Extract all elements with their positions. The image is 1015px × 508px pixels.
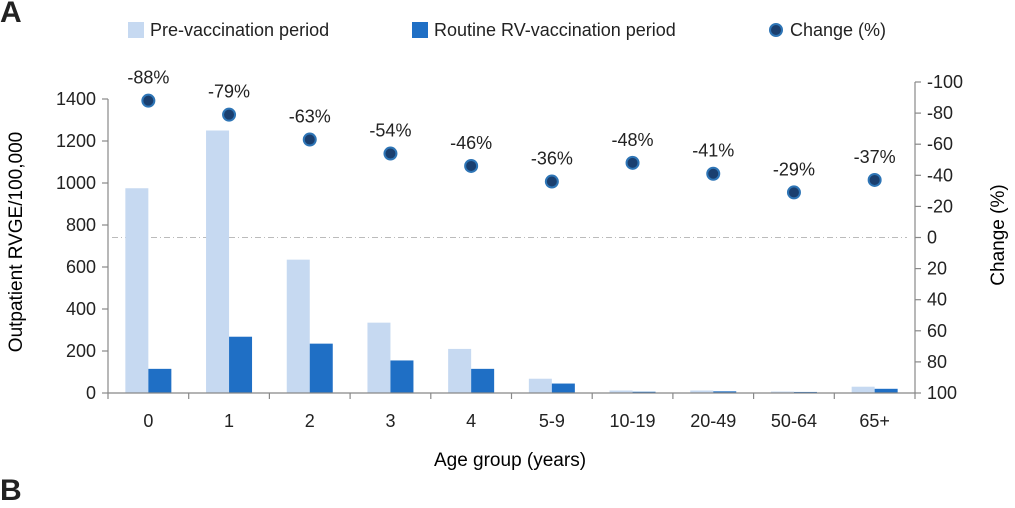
change-dot: [786, 185, 801, 200]
y2-tick-label: 20: [927, 259, 947, 279]
legend-marker-change: [769, 23, 783, 37]
x-tick-label: 20-49: [690, 411, 736, 431]
change-dot: [706, 166, 721, 181]
y2-tick-label: -40: [927, 165, 953, 185]
y2-tick-label: 80: [927, 352, 947, 372]
y-axis-label: Outpatient RVGE/100,000: [6, 132, 27, 352]
change-dot: [222, 107, 237, 122]
y2-tick-label: 40: [927, 290, 947, 310]
axes: 0200400600800100012001400100806040200-20…: [56, 72, 963, 431]
y2-axis-label: Change (%): [988, 184, 1009, 285]
change-dots: -88% -79% -63% -54% -46% -36% -48% -41% -29% -37%: [127, 68, 896, 200]
bar-routine-vaccination: [713, 391, 737, 393]
change-data-label: -29%: [773, 159, 815, 179]
y2-tick-label: -20: [927, 196, 953, 216]
x-tick-label: 4: [466, 411, 476, 431]
change-data-label: -37%: [854, 147, 896, 167]
x-tick-label: 2: [305, 411, 315, 431]
y-tick-label: 0: [86, 383, 96, 403]
y-tick-label: 1400: [56, 89, 96, 109]
chart: Pre-vaccination period Routine RV-vaccina…: [6, 20, 1009, 471]
change-data-label: -46%: [450, 133, 492, 153]
legend-label-routine: Routine RV-vaccination period: [434, 20, 676, 40]
y2-tick-label: 0: [927, 228, 937, 248]
bar-pre-vaccination: [125, 188, 149, 393]
y2-tick-label: 60: [927, 321, 947, 341]
y-tick-label: 400: [66, 299, 96, 319]
bar-routine-vaccination: [229, 336, 253, 393]
change-data-label: -79%: [208, 82, 250, 102]
legend-label-pre: Pre-vaccination period: [150, 20, 329, 40]
x-tick-label: 10-19: [610, 411, 656, 431]
bar-pre-vaccination: [609, 390, 633, 393]
x-tick-label: 50-64: [771, 411, 817, 431]
bar-routine-vaccination: [551, 383, 575, 393]
y-tick-label: 800: [66, 215, 96, 235]
legend-swatch-pre: [128, 22, 144, 38]
panel-label: A: [0, 0, 22, 29]
change-dot: [867, 172, 882, 187]
change-dot: [383, 146, 398, 161]
bar-pre-vaccination: [851, 386, 875, 393]
change-dot: [625, 155, 640, 170]
x-tick-label: 0: [143, 411, 153, 431]
x-tick-label: 3: [385, 411, 395, 431]
bar-routine-vaccination: [471, 368, 495, 393]
bar-routine-vaccination: [148, 368, 172, 393]
x-tick-label: 65+: [859, 411, 890, 431]
x-tick-label: 5-9: [539, 411, 565, 431]
bar-pre-vaccination: [690, 390, 714, 393]
change-dot: [141, 93, 156, 108]
legend-swatch-routine: [412, 22, 428, 38]
y2-tick-label: -80: [927, 103, 953, 123]
bar-routine-vaccination: [390, 360, 414, 393]
change-dot: [302, 132, 317, 147]
bar-pre-vaccination: [770, 391, 794, 393]
legend: Pre-vaccination period Routine RV-vaccina…: [128, 20, 886, 40]
x-tick-label: 1: [224, 411, 234, 431]
y-tick-label: 200: [66, 341, 96, 361]
bar-pre-vaccination: [206, 130, 230, 393]
bar-pre-vaccination: [367, 322, 391, 393]
bar-routine-vaccination: [309, 343, 333, 393]
change-data-label: -88%: [127, 68, 169, 88]
bar-routine-vaccination: [874, 388, 898, 393]
bar-pre-vaccination: [286, 259, 310, 393]
bars: [125, 130, 898, 393]
change-data-label: -48%: [612, 130, 654, 150]
y2-tick-label: 100: [927, 383, 957, 403]
change-data-label: -54%: [369, 121, 411, 141]
bar-pre-vaccination: [528, 378, 552, 393]
change-data-label: -63%: [289, 107, 331, 127]
legend-label-change: Change (%): [790, 20, 886, 40]
change-data-label: -36%: [531, 149, 573, 169]
y2-tick-label: -100: [927, 72, 963, 92]
bar-pre-vaccination: [448, 348, 472, 393]
y-tick-label: 600: [66, 257, 96, 277]
bar-routine-vaccination: [632, 391, 656, 393]
x-axis-label: Age group (years): [434, 450, 586, 471]
change-dot: [464, 158, 479, 173]
change-dot: [544, 174, 559, 189]
y-tick-label: 1000: [56, 173, 96, 193]
change-data-label: -41%: [692, 141, 734, 161]
y-tick-label: 1200: [56, 131, 96, 151]
y2-tick-label: -60: [927, 134, 953, 154]
